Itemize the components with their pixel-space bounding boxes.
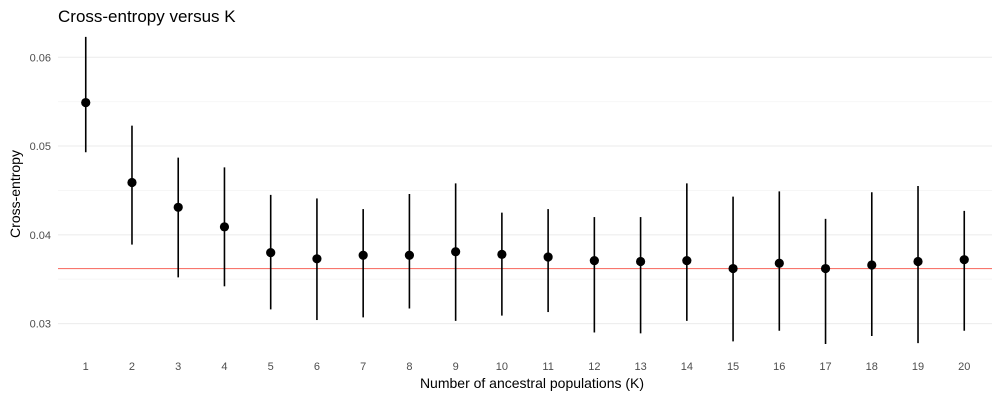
- data-point: [589, 255, 599, 266]
- data-point: [312, 254, 322, 264]
- x-tick-label: 13: [634, 361, 646, 373]
- x-tick-label: 4: [221, 361, 227, 373]
- chart-title: Cross-entropy versus K: [58, 7, 236, 26]
- data-point: [497, 249, 507, 259]
- data-point: [913, 256, 923, 267]
- x-tick-label: 15: [727, 361, 739, 373]
- data-point: [81, 97, 91, 108]
- x-tick-label: 11: [542, 361, 553, 373]
- data-point: [358, 250, 368, 260]
- data-point: [543, 252, 553, 262]
- y-tick-label: 0.05: [30, 141, 51, 153]
- x-tick-label: 14: [681, 361, 693, 373]
- data-point: [173, 202, 183, 212]
- x-axis-title: Number of ancestral populations (K): [420, 375, 644, 391]
- data-point: [959, 255, 969, 265]
- y-axis-ticks: 0.03 0.04 0.05 0.06: [30, 52, 51, 330]
- data-point: [127, 177, 137, 188]
- data-point: [867, 260, 877, 270]
- y-axis-title: Cross-entropy: [7, 150, 23, 238]
- x-tick-label: 3: [175, 361, 181, 373]
- x-tick-label: 8: [406, 361, 412, 373]
- data-point: [728, 263, 738, 274]
- x-tick-label: 5: [268, 361, 274, 373]
- x-tick-label: 6: [314, 361, 320, 373]
- x-tick-label: 17: [819, 361, 831, 373]
- x-tick-label: 19: [912, 361, 924, 373]
- x-tick-label: 9: [453, 361, 459, 373]
- x-tick-label: 10: [496, 361, 508, 373]
- data-point: [820, 263, 831, 274]
- x-tick-label: 2: [129, 361, 135, 373]
- x-tick-label: 1: [83, 361, 89, 373]
- y-tick-label: 0.04: [30, 230, 51, 242]
- data-point: [682, 255, 692, 266]
- data-marks: [81, 36, 969, 345]
- x-tick-label: 7: [360, 361, 366, 373]
- data-point: [219, 222, 230, 232]
- data-point: [266, 247, 276, 258]
- y-tick-label: 0.06: [30, 52, 51, 64]
- grid: [58, 56, 992, 325]
- x-axis-ticks: 1 2 3 4 5 6 7 8 9 10 11 12 13 14 15 16 17 18 19 20: [83, 361, 971, 373]
- x-tick-label: 16: [773, 361, 785, 373]
- data-point: [404, 250, 415, 260]
- y-tick-label: 0.03: [30, 319, 51, 331]
- x-tick-label: 12: [588, 361, 600, 373]
- data-point: [635, 256, 646, 267]
- data-point: [451, 247, 461, 257]
- data-point: [774, 258, 784, 268]
- x-tick-label: 20: [958, 361, 970, 373]
- x-tick-label: 18: [866, 361, 878, 373]
